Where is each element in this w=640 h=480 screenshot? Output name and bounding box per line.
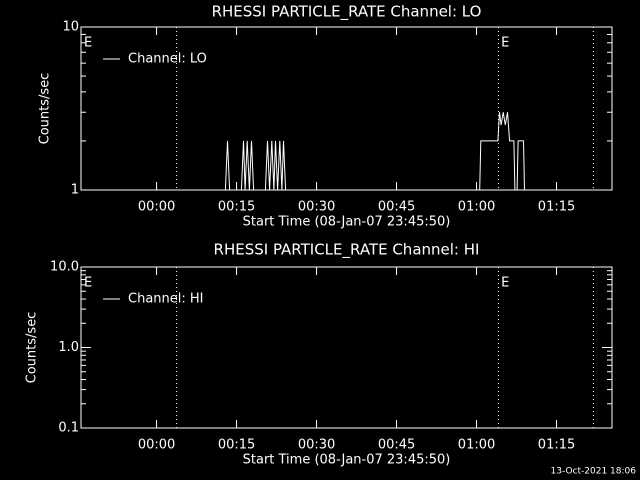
plot-frame (80, 26, 613, 191)
x-tick-label: 01:00 (458, 438, 495, 453)
x-tick-label: 00:30 (298, 200, 335, 215)
chart-title: RHESSI PARTICLE_RATE Channel: LO (212, 3, 482, 22)
chart-title: RHESSI PARTICLE_RATE Channel: HI (214, 241, 480, 260)
y-tick-label: 1 (71, 183, 79, 198)
x-axis-label: Start Time (08-Jan-07 23:45:50) (243, 215, 451, 230)
x-tick-label: 00:00 (138, 200, 175, 215)
x-axis-label: Start Time (08-Jan-07 23:45:50) (243, 453, 451, 468)
x-tick-label: 00:15 (218, 438, 255, 453)
y-tick-label: 10 (62, 20, 79, 35)
y-axis-label: Counts/sec (38, 73, 53, 145)
x-tick-label: 00:45 (378, 438, 415, 453)
y-tick-label: 0.1 (58, 421, 79, 436)
data-line (224, 112, 525, 191)
y-axis-label: Counts/sec (25, 312, 40, 384)
x-tick-label: 00:30 (298, 438, 335, 453)
event-label: E (84, 36, 92, 51)
x-tick-label: 01:00 (458, 200, 495, 215)
event-label: E (501, 36, 509, 51)
legend-label: Channel: LO (128, 52, 207, 67)
legend-label: Channel: HI (128, 292, 204, 307)
x-tick-label: 01:15 (538, 438, 575, 453)
x-tick-label: 01:15 (538, 200, 575, 215)
x-tick-label: 00:00 (138, 438, 175, 453)
footer: 13-Oct-2021 18:06 (551, 467, 637, 477)
x-tick-label: 00:45 (378, 200, 415, 215)
y-tick-label: 1.0 (58, 340, 79, 355)
x-tick-label: 00:15 (218, 200, 255, 215)
event-label: E (84, 276, 92, 291)
y-tick-label: 10.0 (50, 260, 79, 275)
event-label: E (501, 276, 509, 291)
